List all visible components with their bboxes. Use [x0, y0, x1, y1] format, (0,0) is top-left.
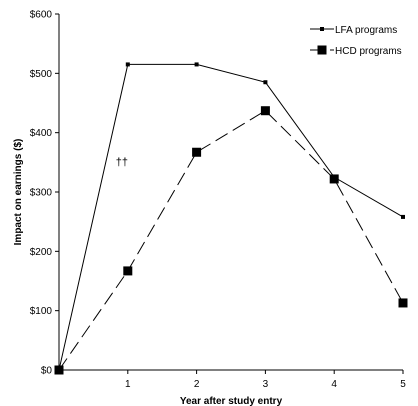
annotations: †† — [116, 156, 128, 168]
data-point-hcd — [192, 147, 202, 157]
annotation-text: †† — [116, 156, 128, 168]
data-point-hcd — [260, 106, 270, 116]
x-tick-label: 3 — [263, 379, 269, 390]
series-line-lfa — [58, 63, 404, 371]
y-tick-label: $100 — [30, 306, 53, 317]
legend-marker-hcd — [317, 45, 327, 55]
legend-label-hcd: HCD programs — [335, 46, 402, 57]
y-axis-ticks: $0 $100 $200 $300 $400 $500 $600 — [30, 10, 59, 377]
x-tick-label: 5 — [400, 379, 406, 390]
data-point-hcd — [123, 266, 133, 276]
data-point-lfa — [194, 62, 199, 67]
y-tick-label: $300 — [30, 188, 53, 199]
y-tick-label: $200 — [30, 247, 53, 258]
legend-marker-lfa — [320, 27, 324, 31]
legend-item-lfa: LFA programs — [310, 25, 397, 36]
y-tick-label: $0 — [41, 366, 53, 377]
x-tick-label: 4 — [331, 379, 337, 390]
x-tick-label: 2 — [194, 379, 200, 390]
x-tick-label: 1 — [125, 379, 131, 390]
data-point-lfa — [263, 80, 268, 85]
data-point-lfa — [401, 214, 405, 219]
data-point-lfa — [125, 62, 130, 67]
series-line-hcd — [58, 110, 404, 371]
legend-item-hcd: HCD programs — [310, 45, 402, 57]
legend-label-lfa: LFA programs — [335, 25, 397, 36]
y-axis-title: Impact on earnings ($) — [13, 139, 24, 246]
y-tick-label: $500 — [30, 69, 53, 80]
data-point-hcd — [329, 174, 339, 184]
y-tick-label: $400 — [30, 128, 53, 139]
legend: LFA programs HCD programs — [310, 25, 402, 57]
x-axis-title: Year after study entry — [180, 396, 283, 406]
y-tick-label: $600 — [30, 10, 53, 21]
series-layer — [54, 62, 408, 375]
x-axis-ticks: 1 2 3 4 5 — [58, 370, 406, 390]
data-point-hcd — [398, 298, 408, 308]
